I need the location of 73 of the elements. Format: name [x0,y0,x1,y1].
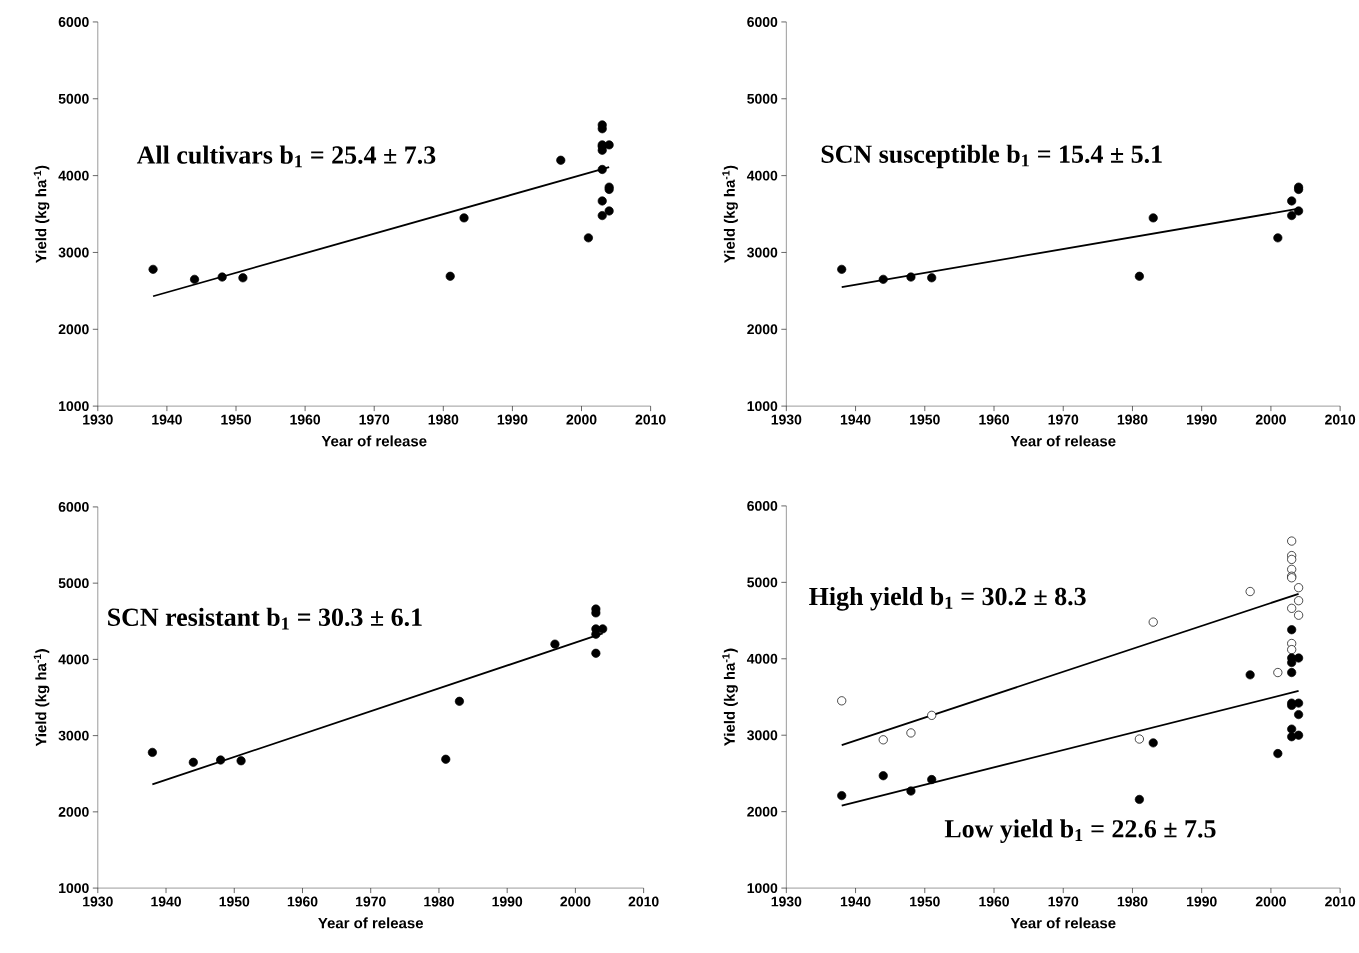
x-tick-label: 2010 [628,896,659,907]
x-tick-label: 1930 [83,896,113,907]
y-tick-label: 3000 [58,247,89,258]
x-tick-label: 1970 [359,414,390,425]
x-tick-label: 1970 [356,896,386,907]
x-tick-label: 1950 [910,414,940,425]
x-tick-label: 1990 [492,896,523,907]
x-tick-label: 1970 [1048,414,1079,425]
x-tick-label: 2000 [1255,414,1286,425]
x-tick-label: 1930 [771,414,802,425]
y-tick-label: 6000 [58,17,89,27]
x-axis-title: Year of release [318,917,424,929]
y-axis-title: Yield (kg ha$^{-1}$) [33,165,50,263]
y-tick-label: 2000 [747,806,778,817]
y-tick-label: 2000 [58,806,89,817]
x-tick-label: 1930 [771,896,802,907]
annotation: SCN susceptible b$_{1}$ = 15.4 ± 5.1 [821,144,1162,169]
x-axis-title: Year of release [1010,435,1116,447]
y-tick-label: 6000 [747,17,778,27]
x-tick-label: 2000 [1255,896,1286,907]
x-tick-label: 1960 [287,896,318,907]
annotation: Low yield b$_{1}$ = 22.6 ± 7.5 [944,819,1216,843]
x-tick-label: 1980 [1117,896,1148,907]
x-tick-label: 1950 [219,896,250,907]
x-tick-label: 1990 [497,414,528,425]
y-tick-label: 2000 [58,324,89,335]
y-axis-title: Yield (kg ha$^{-1}$) [722,165,738,263]
y-tick-label: 4000 [746,653,778,664]
x-tick-label: 1950 [910,896,940,907]
y-tick-label: 5000 [58,578,89,589]
y-tick-label: 2000 [747,324,778,335]
x-tick-label: 1980 [1117,414,1148,425]
y-tick-label: 3000 [747,730,778,741]
x-axis-title: Year of release [1010,917,1116,929]
x-tick-label: 1980 [424,896,454,907]
x-tick-label: 2000 [566,414,597,425]
x-tick-label: 1960 [979,414,1009,425]
x-tick-label: 2010 [1325,414,1356,425]
x-tick-label: 1980 [428,414,459,425]
y-tick-label: 3000 [58,730,89,741]
x-axis-title: Year of release [321,435,427,447]
y-tick-label: 6000 [747,500,778,511]
y-tick-label: 5000 [747,93,778,104]
y-tick-label: 1000 [59,401,89,412]
x-tick-label: 1930 [83,414,113,425]
x-tick-label: 1940 [840,414,871,425]
annotation: High yield b$_{1}$ = 30.2 ± 8.3 [809,586,1086,611]
x-tick-label: 1960 [290,414,321,425]
y-tick-label: 1000 [747,401,778,412]
x-tick-label: 1960 [979,896,1009,907]
x-tick-label: 1940 [151,896,181,907]
y-tick-label: 5000 [58,93,89,104]
x-tick-label: 2010 [1325,896,1356,907]
x-tick-label: 1990 [1187,414,1217,425]
y-axis-title: Yield (kg ha$^{-1}$) [33,649,50,747]
x-tick-label: 1940 [152,414,182,425]
y-tick-label: 4000 [58,170,89,181]
annotation: All cultivars b$_{1}$ = 25.4 ± 7.3 [136,145,436,168]
x-tick-label: 2010 [635,414,666,425]
annotation: SCN resistant b$_{1}$ = 30.3 ± 6.1 [108,607,422,630]
x-tick-label: 1990 [1187,896,1217,907]
y-tick-label: 1000 [59,883,89,894]
y-tick-label: 4000 [58,654,89,665]
y-axis-title: Yield (kg ha$^{-1}$) [722,648,738,746]
y-tick-label: 6000 [58,501,89,512]
y-tick-label: 4000 [746,170,778,181]
x-tick-label: 1970 [1048,896,1079,907]
y-tick-label: 3000 [747,247,778,258]
x-tick-label: 1950 [221,414,251,425]
y-tick-label: 1000 [747,883,778,894]
x-tick-label: 2000 [560,896,591,907]
x-tick-label: 1940 [840,896,871,907]
y-tick-label: 5000 [747,577,778,588]
